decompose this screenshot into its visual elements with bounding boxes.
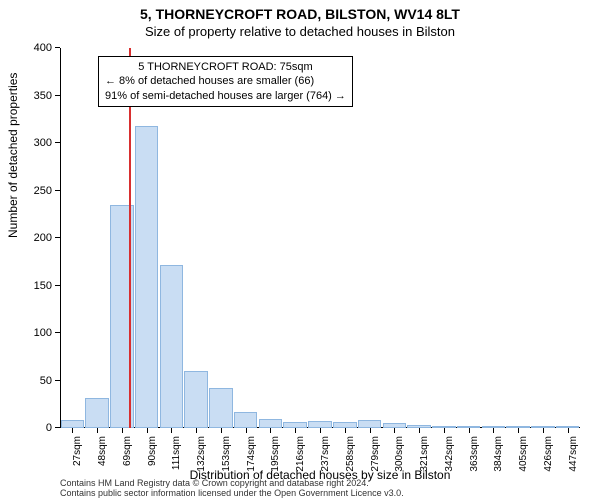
chart-container: 5, THORNEYCROFT ROAD, BILSTON, WV14 8LT … [0, 0, 600, 500]
x-tick-label: 363sqm [469, 436, 480, 472]
x-tick-label: 300sqm [394, 436, 405, 472]
y-axis: 050100150200250300350400 [0, 48, 60, 428]
x-tick-label: 153sqm [221, 436, 232, 472]
bar [358, 420, 382, 428]
x-tick-label: 195sqm [270, 436, 281, 472]
x-tick-label: 48sqm [97, 436, 108, 466]
chart-title: 5, THORNEYCROFT ROAD, BILSTON, WV14 8LT [0, 0, 600, 22]
x-tick-mark [419, 428, 420, 433]
x-tick-mark [543, 428, 544, 433]
x-tick-label: 321sqm [419, 436, 430, 472]
y-axis-line [60, 48, 61, 428]
attribution-line2: Contains public sector information licen… [60, 489, 404, 499]
x-tick-label: 426sqm [543, 436, 554, 472]
x-tick-mark [72, 428, 73, 433]
y-tick-label: 350 [12, 90, 52, 102]
bar [61, 420, 85, 428]
x-tick-mark [469, 428, 470, 433]
y-tick-label: 150 [12, 280, 52, 292]
x-tick-label: 258sqm [345, 436, 356, 472]
x-tick-label: 111sqm [171, 436, 182, 470]
x-tick-label: 69sqm [122, 436, 133, 466]
x-tick-label: 237sqm [320, 436, 331, 472]
x-tick-label: 27sqm [72, 436, 83, 466]
bar [308, 421, 332, 428]
x-tick-label: 90sqm [147, 436, 158, 466]
annotation-line: ← 8% of detached houses are smaller (66) [105, 74, 346, 88]
y-tick-label: 400 [12, 42, 52, 54]
x-tick-mark [493, 428, 494, 433]
annotation-line: 5 THORNEYCROFT ROAD: 75sqm [105, 60, 346, 74]
bar [234, 412, 258, 428]
y-tick-label: 250 [12, 185, 52, 197]
x-tick-label: 342sqm [444, 436, 455, 472]
annotation-box: 5 THORNEYCROFT ROAD: 75sqm← 8% of detach… [98, 56, 353, 107]
x-tick-mark [171, 428, 172, 433]
x-tick-label: 384sqm [493, 436, 504, 472]
x-tick-mark [320, 428, 321, 433]
bar [209, 388, 233, 428]
plot-area: 5 THORNEYCROFT ROAD: 75sqm← 8% of detach… [60, 48, 580, 428]
x-tick-mark [568, 428, 569, 433]
bar [135, 126, 159, 428]
y-tick-label: 100 [12, 327, 52, 339]
x-tick-label: 447sqm [568, 436, 579, 472]
x-tick-mark [147, 428, 148, 433]
chart-subtitle: Size of property relative to detached ho… [0, 22, 600, 39]
x-tick-mark [345, 428, 346, 433]
x-tick-mark [370, 428, 371, 433]
x-tick-mark [295, 428, 296, 433]
y-tick-label: 0 [12, 422, 52, 434]
x-tick-label: 174sqm [246, 436, 257, 472]
y-tick-label: 300 [12, 137, 52, 149]
x-tick-mark [518, 428, 519, 433]
x-tick-mark [196, 428, 197, 433]
attribution: Contains HM Land Registry data © Crown c… [60, 479, 404, 499]
x-tick-mark [270, 428, 271, 433]
y-tick-label: 200 [12, 232, 52, 244]
x-tick-label: 279sqm [370, 436, 381, 472]
x-tick-mark [246, 428, 247, 433]
x-tick-mark [97, 428, 98, 433]
x-tick-mark [444, 428, 445, 433]
x-tick-mark [122, 428, 123, 433]
x-tick-label: 405sqm [518, 436, 529, 472]
annotation-line: 91% of semi-detached houses are larger (… [105, 89, 346, 103]
bar [85, 398, 109, 428]
x-tick-label: 216sqm [295, 436, 306, 472]
x-tick-label: 132sqm [196, 436, 207, 472]
bar [160, 265, 184, 428]
bar [259, 419, 283, 429]
bar [184, 371, 208, 428]
x-tick-mark [394, 428, 395, 433]
x-tick-mark [221, 428, 222, 433]
y-tick-label: 50 [12, 375, 52, 387]
